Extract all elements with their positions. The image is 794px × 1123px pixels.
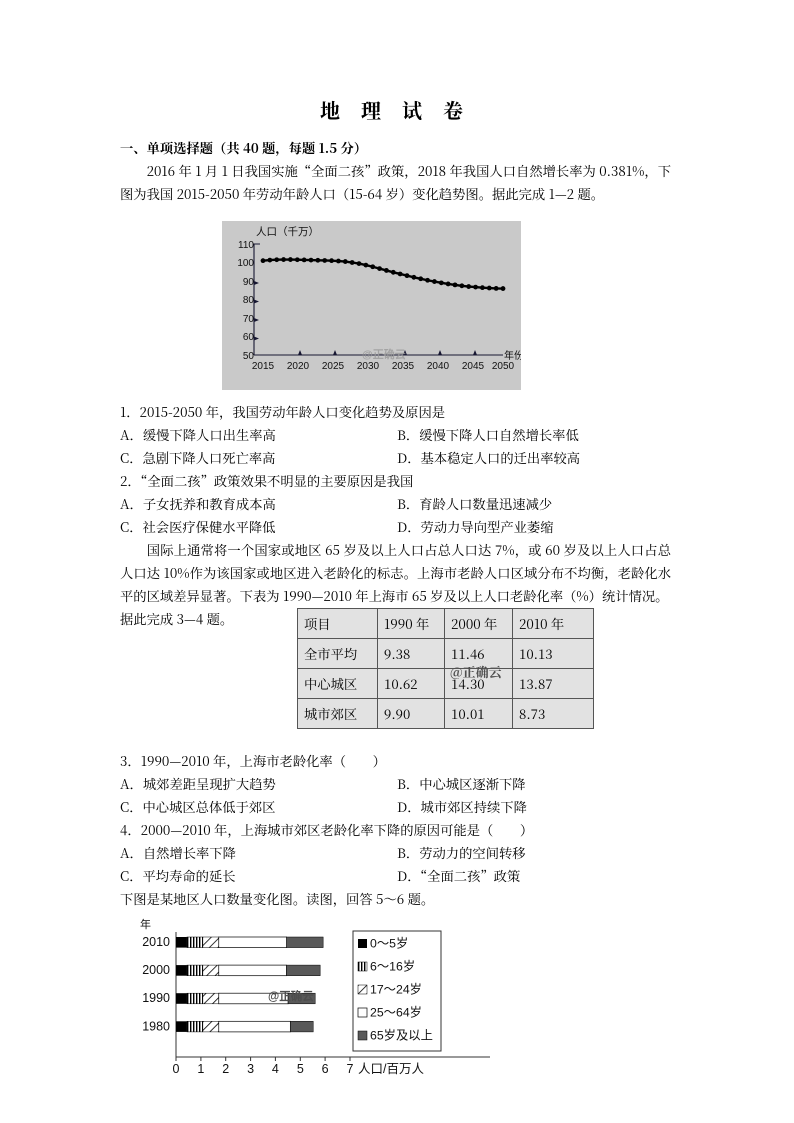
- svg-text:70: 70: [243, 314, 255, 325]
- svg-text:2035: 2035: [392, 361, 415, 372]
- svg-text:@正确云: @正确云: [362, 347, 406, 361]
- svg-text:60: 60: [243, 332, 255, 343]
- svg-text:17～24岁: 17～24岁: [370, 982, 422, 997]
- svg-text:0: 0: [173, 1062, 180, 1076]
- svg-text:2040: 2040: [427, 361, 450, 372]
- svg-text:人口（千万）: 人口（千万）: [256, 226, 319, 238]
- svg-text:0～5岁: 0～5岁: [370, 936, 408, 951]
- svg-text:80: 80: [243, 295, 255, 306]
- svg-text:2010: 2010: [142, 935, 170, 949]
- svg-text:2: 2: [222, 1062, 229, 1076]
- svg-text:65岁及以上: 65岁及以上: [370, 1028, 433, 1043]
- svg-text:110: 110: [238, 240, 254, 251]
- svg-text:1980: 1980: [142, 1019, 170, 1033]
- svg-text:4: 4: [272, 1062, 279, 1076]
- svg-text:7: 7: [347, 1062, 354, 1076]
- svg-text:90: 90: [243, 277, 255, 288]
- svg-text:25～64岁: 25～64岁: [370, 1005, 422, 1020]
- svg-text:2050: 2050: [492, 361, 515, 372]
- svg-text:2000: 2000: [142, 963, 170, 977]
- svg-text:3: 3: [247, 1062, 254, 1076]
- svg-text:1: 1: [197, 1062, 204, 1076]
- svg-text:6～16岁: 6～16岁: [370, 959, 415, 974]
- svg-text:6: 6: [322, 1062, 329, 1076]
- svg-text:2020: 2020: [287, 361, 310, 372]
- svg-text:100: 100: [237, 258, 254, 269]
- svg-text:5: 5: [297, 1062, 304, 1076]
- svg-text:人口/百万人: 人口/百万人: [358, 1062, 424, 1076]
- svg-text:@正确云: @正确云: [268, 989, 314, 1003]
- svg-text:2030: 2030: [357, 361, 380, 372]
- svg-text:2045: 2045: [462, 361, 485, 372]
- svg-text:2025: 2025: [322, 361, 345, 372]
- svg-text:年: 年: [140, 917, 151, 931]
- svg-text:1990: 1990: [142, 991, 170, 1005]
- svg-text:2015: 2015: [252, 361, 275, 372]
